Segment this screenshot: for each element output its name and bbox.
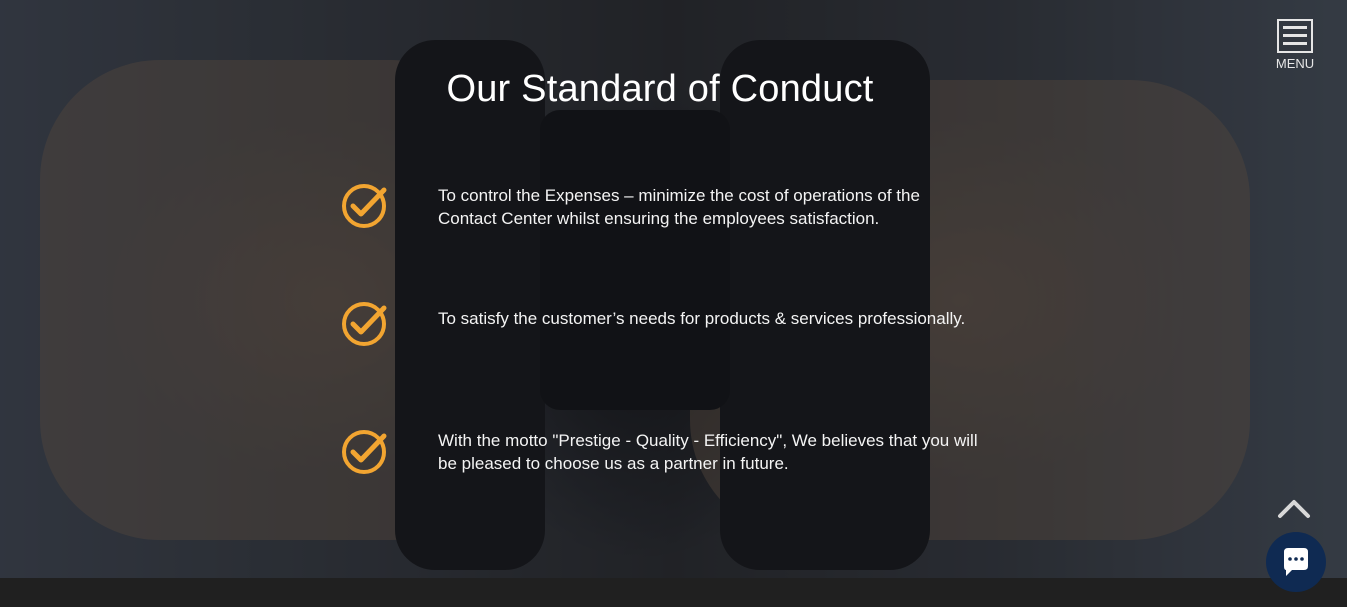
checkmark-circle-icon bbox=[342, 184, 387, 228]
background-binocular-bridge bbox=[540, 110, 730, 410]
conduct-item-2: To satisfy the customer’s needs for prod… bbox=[340, 300, 980, 360]
menu-label[interactable]: MENU bbox=[1275, 56, 1315, 71]
hero-overlay bbox=[0, 0, 1347, 578]
chat-button[interactable] bbox=[1266, 532, 1326, 592]
page-title: Our Standard of Conduct bbox=[446, 68, 874, 110]
background-binocular-right bbox=[720, 40, 930, 570]
conduct-item-text: To control the Expenses – minimize the c… bbox=[438, 186, 920, 228]
hamburger-icon[interactable] bbox=[1277, 19, 1313, 53]
hero-section: Our Standard of Conduct To control the E… bbox=[0, 0, 1347, 578]
checkmark-circle-icon bbox=[342, 302, 387, 346]
chat-bubble-icon bbox=[1284, 548, 1308, 576]
conduct-item-text: To satisfy the customer’s needs for prod… bbox=[438, 309, 966, 328]
conduct-item-text: With the motto "Prestige - Quality - Eff… bbox=[438, 431, 978, 473]
footer-bar bbox=[0, 578, 1347, 607]
background-binocular-left bbox=[395, 40, 545, 570]
conduct-item-1: To control the Expenses – minimize the c… bbox=[340, 182, 980, 242]
checkmark-circle-icon bbox=[342, 430, 387, 474]
conduct-item-3: With the motto "Prestige - Quality - Eff… bbox=[340, 428, 980, 488]
menu-button[interactable]: MENU bbox=[1273, 19, 1317, 71]
chevron-up-icon[interactable] bbox=[1276, 496, 1312, 520]
